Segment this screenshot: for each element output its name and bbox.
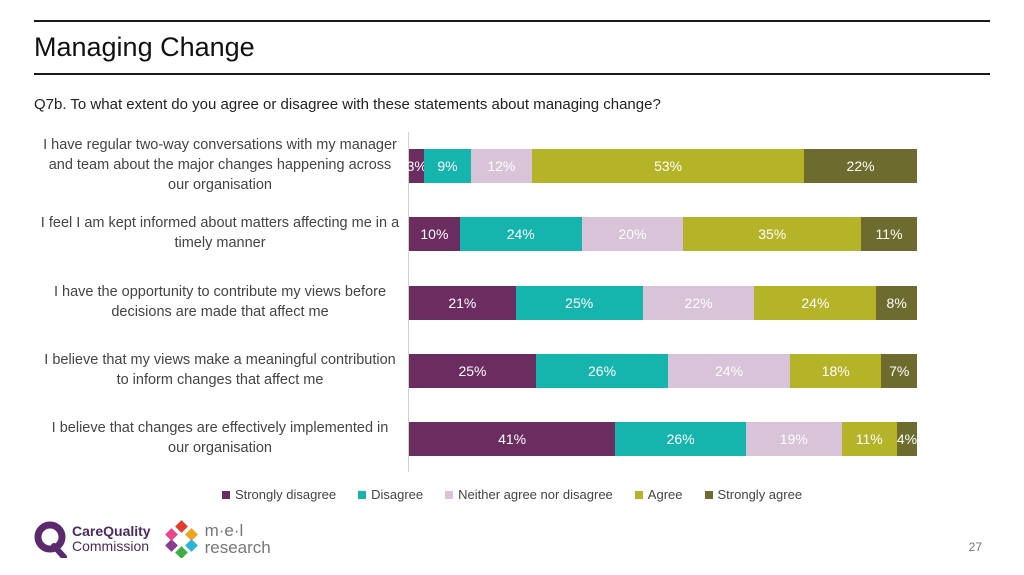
legend-swatch — [358, 490, 367, 499]
legend-label: Strongly agree — [717, 487, 803, 502]
chart-legend: Strongly disagree Disagree Neither agree… — [0, 487, 1024, 502]
bar-segment: 41% — [409, 422, 616, 456]
data-label: 25% — [565, 295, 594, 311]
page-number: 27 — [968, 540, 982, 554]
data-label: 8% — [886, 295, 907, 311]
data-label: 22% — [684, 295, 713, 311]
legend-item: Agree — [634, 487, 683, 502]
bar-segment: 25% — [515, 286, 643, 320]
bar-segment: 25% — [409, 354, 536, 388]
data-label: 20% — [618, 226, 647, 242]
data-label: 24% — [506, 226, 535, 242]
data-label: 26% — [588, 363, 617, 379]
legend-label: Agree — [647, 487, 683, 502]
legend-label: Strongly disagree — [234, 487, 337, 502]
bar-segment: 53% — [532, 149, 805, 183]
bar-segment: 35% — [683, 217, 862, 251]
bar-segment: 12% — [470, 149, 533, 183]
category-label: I have regular two-way conversations wit… — [43, 137, 397, 193]
data-label: 21% — [448, 295, 477, 311]
mel-logo-text: research — [204, 538, 271, 557]
bar-segment: 22% — [804, 149, 917, 183]
legend-item: Strongly agree — [704, 487, 803, 502]
data-label: 19% — [779, 431, 808, 447]
data-label: 11% — [855, 431, 883, 447]
bar-segment: 24% — [668, 354, 790, 388]
legend-item: Neither agree nor disagree — [445, 487, 613, 502]
bar-segment: 22% — [642, 286, 755, 320]
data-label: 35% — [758, 226, 787, 242]
legend-label: Neither agree nor disagree — [458, 487, 613, 502]
bar-segment: 8% — [876, 286, 917, 320]
mel-logo: m·e·l research — [164, 520, 271, 558]
legend-label: Disagree — [371, 487, 424, 502]
category-axis — [408, 132, 409, 472]
data-label: 9% — [437, 158, 458, 174]
data-label: 7% — [889, 363, 910, 379]
data-label: 41% — [498, 431, 527, 447]
data-label: 10% — [420, 226, 449, 242]
data-label: 11% — [875, 226, 903, 242]
bar-segment: 4% — [897, 422, 917, 456]
legend-swatch — [445, 490, 454, 499]
data-label: 12% — [487, 158, 516, 174]
mel-logo-icon — [164, 520, 198, 558]
data-label: 4% — [896, 431, 918, 447]
title-underline — [34, 73, 990, 75]
legend-item: Disagree — [358, 487, 423, 502]
bar-segment: 9% — [424, 149, 471, 183]
data-label: 3% — [406, 158, 427, 174]
bar-segment: 7% — [881, 354, 917, 388]
bar-segment: 26% — [615, 422, 746, 456]
footer-logos: CareQuality Commission m·e·l research — [34, 520, 271, 558]
legend-item: Strongly disagree — [221, 487, 337, 502]
data-label: 24% — [715, 363, 744, 379]
data-label: 26% — [666, 431, 695, 447]
data-label: 53% — [654, 158, 683, 174]
bar-segment: 10% — [409, 217, 460, 251]
page-title: Managing Change — [34, 32, 255, 62]
bar-segment: 18% — [790, 354, 882, 388]
legend-swatch — [634, 490, 643, 499]
data-label: 24% — [801, 295, 830, 311]
category-label: I believe that my views make a meaningfu… — [44, 352, 396, 388]
bar-segment: 20% — [581, 217, 684, 251]
data-label: 18% — [821, 363, 850, 379]
cqc-logo-text: Commission — [72, 538, 150, 554]
data-label: 22% — [846, 158, 875, 174]
legend-swatch — [221, 490, 230, 499]
bar-segment: 26% — [536, 354, 669, 388]
top-rule — [34, 20, 990, 22]
bar-segment: 11% — [861, 217, 917, 251]
data-label: 25% — [458, 363, 487, 379]
cqc-logo-text: CareQuality — [72, 523, 151, 539]
category-label: I feel I am kept informed about matters … — [40, 215, 400, 251]
bar-segment: 19% — [745, 422, 842, 456]
cqc-logo: CareQuality Commission — [34, 520, 151, 558]
bar-segment: 11% — [841, 422, 897, 456]
legend-swatch — [704, 490, 713, 499]
category-label: I believe that changes are effectively i… — [51, 420, 389, 456]
question-text: Q7b. To what extent do you agree or disa… — [34, 96, 661, 113]
bar-segment: 24% — [459, 217, 582, 251]
bar-segment: 3% — [406, 149, 427, 183]
category-label: I have the opportunity to contribute my … — [53, 284, 387, 320]
mel-logo-text: m·e·l — [204, 521, 244, 540]
bar-segment: 21% — [409, 286, 516, 320]
cqc-logo-icon — [34, 521, 67, 558]
bar-segment: 24% — [754, 286, 877, 320]
